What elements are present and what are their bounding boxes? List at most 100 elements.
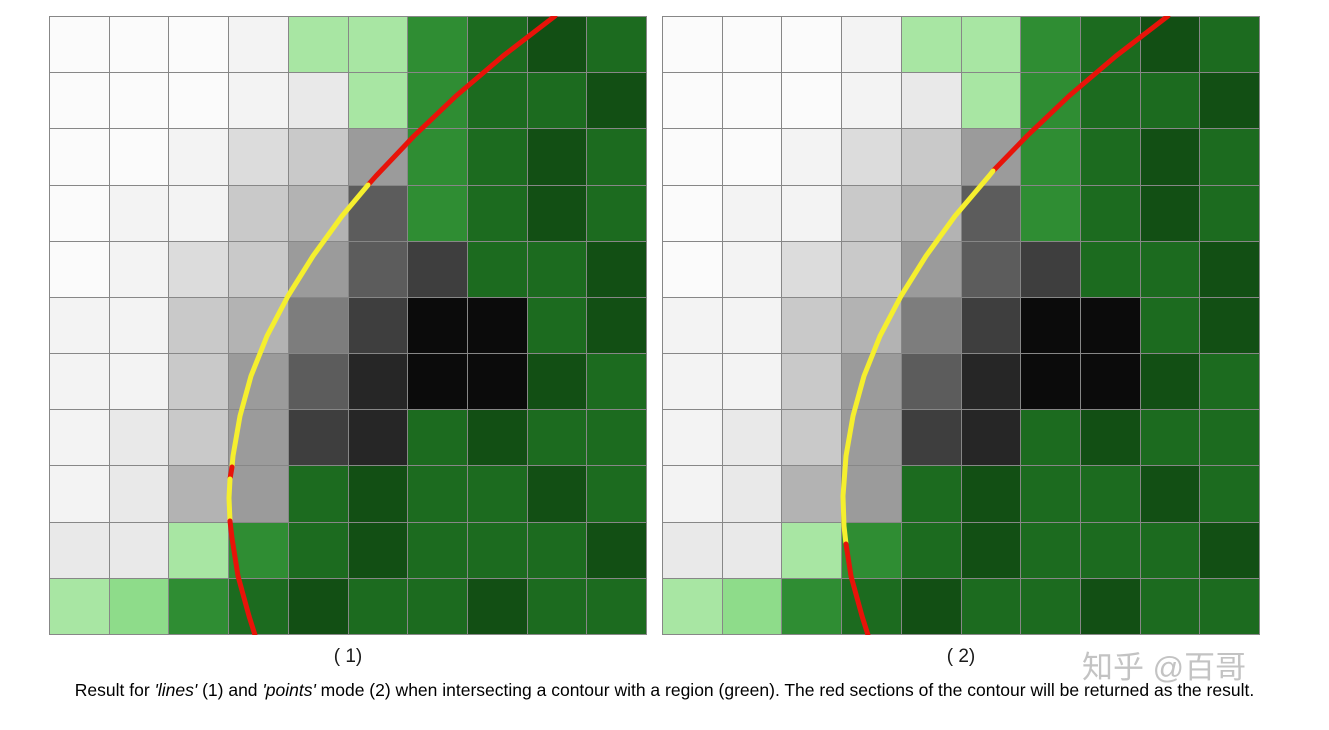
grid-cell-r5c0: [50, 297, 109, 354]
caption-part: (1) and: [197, 680, 263, 700]
grid-cell-r8c8: [1140, 466, 1200, 522]
grid-cell-r3c7: [1080, 185, 1140, 241]
grid-cell-r1c6: [408, 73, 467, 129]
grid-cell-r1c9: [587, 73, 646, 129]
grid-cell-r7c0: [50, 410, 109, 466]
grid-cell-r0c2: [169, 17, 229, 73]
grid-cell-r10c5: [348, 578, 408, 634]
grid-cell-r1c4: [288, 73, 348, 129]
grid-cell-r9c6: [408, 522, 467, 578]
grid-cell-r4c0: [50, 241, 109, 297]
grid-cell-r8c2: [169, 466, 229, 522]
grid-cell-r2c6: [1021, 129, 1080, 185]
grid-cell-r9c0: [663, 522, 722, 578]
grid-cell-r8c9: [587, 466, 646, 522]
grid-cell-r6c0: [50, 354, 109, 410]
grid-cell-r10c7: [467, 578, 527, 634]
grid-cell-r2c8: [527, 129, 587, 185]
grid-cell-r7c6: [408, 410, 467, 466]
grid-cell-r7c7: [467, 410, 527, 466]
grid-cell-r6c0: [663, 354, 722, 410]
grid-cell-r3c0: [50, 185, 109, 241]
grid-cell-r4c1: [109, 241, 169, 297]
grid-cell-r0c5: [348, 17, 408, 73]
grid-cell-r4c3: [229, 241, 288, 297]
grid-cell-r2c2: [782, 129, 842, 185]
grid-cell-r1c0: [663, 73, 722, 129]
grid-cell-r8c4: [901, 466, 961, 522]
grid-cell-r10c3: [229, 578, 288, 634]
grid-cell-r3c2: [169, 185, 229, 241]
panel-2: [662, 16, 1260, 635]
grid-cell-r10c2: [169, 578, 229, 634]
grid-cell-r7c5: [348, 410, 408, 466]
grid-cell-r10c8: [527, 578, 587, 634]
grid-cell-r8c7: [467, 466, 527, 522]
grid-cell-r4c7: [1080, 241, 1140, 297]
grid-cell-r1c5: [961, 73, 1021, 129]
grid-cell-r5c2: [782, 297, 842, 354]
grid-cell-r6c8: [1140, 354, 1200, 410]
grid-cell-r3c6: [1021, 185, 1080, 241]
grid-cell-r0c8: [1140, 17, 1200, 73]
watermark: 知乎 @百哥: [1082, 650, 1247, 685]
grid-cell-r6c9: [587, 354, 646, 410]
grid-cell-r2c9: [587, 129, 646, 185]
grid-cell-r3c5: [961, 185, 1021, 241]
grid-cell-r0c9: [587, 17, 646, 73]
grid-cell-r3c4: [288, 185, 348, 241]
grid-cell-r3c8: [1140, 185, 1200, 241]
grid-cell-r4c6: [408, 241, 467, 297]
grid-cell-r10c9: [1200, 578, 1259, 634]
grid-cell-r3c5: [348, 185, 408, 241]
grid-cell-r5c5: [348, 297, 408, 354]
grid-cell-r8c5: [348, 466, 408, 522]
grid-cell-r7c1: [109, 410, 169, 466]
grid-cell-r7c8: [527, 410, 587, 466]
grid-cell-r9c8: [527, 522, 587, 578]
grid-cell-r8c1: [109, 466, 169, 522]
grid-cell-r5c8: [527, 297, 587, 354]
grid-cell-r2c0: [50, 129, 109, 185]
grid-cell-r1c8: [527, 73, 587, 129]
grid-cell-r5c6: [408, 297, 467, 354]
grid-cell-r9c2: [782, 522, 842, 578]
grid-cell-r4c6: [1021, 241, 1080, 297]
grid-cell-r10c2: [782, 578, 842, 634]
grid-cell-r9c3: [229, 522, 288, 578]
grid-cell-r10c3: [842, 578, 901, 634]
figure-caption: Result for 'lines' (1) and 'points' mode…: [4, 676, 1325, 704]
grid-cell-r2c7: [1080, 129, 1140, 185]
grid-cell-r2c1: [109, 129, 169, 185]
grid-cell-r2c4: [901, 129, 961, 185]
grid-cell-r10c4: [288, 578, 348, 634]
grid-cell-r8c3: [842, 466, 901, 522]
grid-cell-r6c7: [467, 354, 527, 410]
caption-part: 'lines': [154, 680, 198, 700]
grid-cell-r0c9: [1200, 17, 1259, 73]
grid-cell-r5c3: [842, 297, 901, 354]
grid-cell-r6c5: [348, 354, 408, 410]
grid-cell-r5c6: [1021, 297, 1080, 354]
grid-cell-r4c3: [842, 241, 901, 297]
grid-cell-r2c5: [348, 129, 408, 185]
grid-cell-r2c4: [288, 129, 348, 185]
grid-cell-r6c9: [1200, 354, 1259, 410]
grid-cell-r9c5: [961, 522, 1021, 578]
panel-2-label: ( 2): [946, 646, 976, 667]
grid-cell-r7c9: [1200, 410, 1259, 466]
grid-cell-r5c1: [722, 297, 782, 354]
grid-cell-r7c4: [901, 410, 961, 466]
grid-cell-r6c8: [527, 354, 587, 410]
grid-cell-r9c8: [1140, 522, 1200, 578]
grid-cell-r0c1: [109, 17, 169, 73]
grid-cell-r0c2: [782, 17, 842, 73]
grid-cell-r3c0: [663, 185, 722, 241]
grid-cell-r7c0: [663, 410, 722, 466]
grid-cell-r6c5: [961, 354, 1021, 410]
grid-cell-r9c7: [467, 522, 527, 578]
grid-cell-r1c4: [901, 73, 961, 129]
grid-cell-r6c1: [109, 354, 169, 410]
grid-cell-r1c2: [782, 73, 842, 129]
grid-cell-r8c6: [1021, 466, 1080, 522]
